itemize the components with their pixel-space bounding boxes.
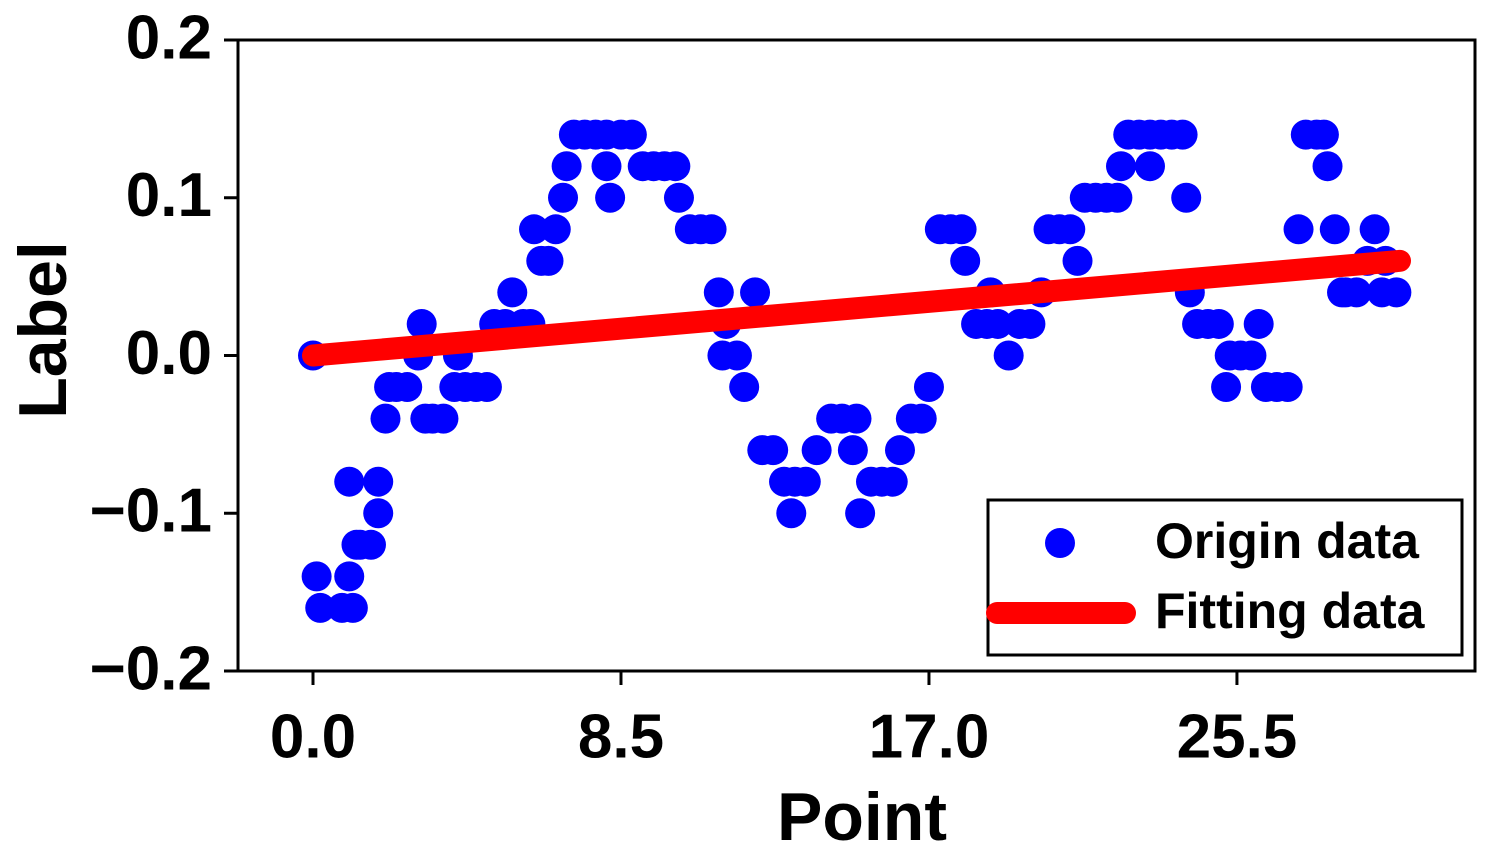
- data-point: [551, 151, 582, 182]
- data-point: [1283, 214, 1314, 245]
- data-point: [1171, 182, 1202, 213]
- data-point: [721, 340, 752, 371]
- y-tick-label: 0.2: [126, 3, 212, 72]
- data-point: [845, 498, 876, 529]
- data-point: [913, 372, 944, 403]
- data-point: [1134, 151, 1165, 182]
- legend-label: Origin data: [1155, 513, 1420, 569]
- data-point: [1055, 214, 1086, 245]
- data-point: [540, 214, 571, 245]
- data-point: [950, 245, 981, 276]
- data-point: [363, 466, 394, 497]
- y-tick-label: 0.0: [126, 319, 212, 388]
- x-tick-label: 25.5: [1177, 702, 1298, 771]
- data-point: [337, 592, 368, 623]
- data-point: [790, 466, 821, 497]
- x-tick-label: 17.0: [869, 702, 990, 771]
- data-point: [1312, 151, 1343, 182]
- data-point: [1102, 182, 1133, 213]
- x-tick-label: 0.0: [270, 702, 356, 771]
- data-point: [1062, 245, 1093, 276]
- data-point: [591, 151, 622, 182]
- data-point: [1243, 308, 1274, 339]
- data-point: [363, 498, 394, 529]
- data-point: [334, 466, 365, 497]
- data-point: [1319, 214, 1350, 245]
- y-tick-label: −0.1: [90, 477, 212, 546]
- data-point: [533, 245, 564, 276]
- data-point: [616, 119, 647, 150]
- data-point: [471, 372, 502, 403]
- data-point: [1203, 308, 1234, 339]
- data-point: [1211, 372, 1242, 403]
- data-point: [370, 403, 401, 434]
- data-point: [1308, 119, 1339, 150]
- data-point: [1106, 151, 1137, 182]
- data-point: [1167, 119, 1198, 150]
- data-point: [758, 435, 789, 466]
- data-point: [884, 435, 915, 466]
- data-point: [1341, 277, 1372, 308]
- legend-frame: [986, 498, 1464, 657]
- data-point: [729, 372, 760, 403]
- data-point: [841, 403, 872, 434]
- data-point: [1272, 372, 1303, 403]
- data-point: [392, 372, 423, 403]
- data-point: [301, 561, 332, 592]
- legend-marker: [1045, 528, 1075, 558]
- data-point: [548, 182, 579, 213]
- data-point: [837, 435, 868, 466]
- data-point: [946, 214, 977, 245]
- data-point: [428, 403, 459, 434]
- data-point: [1359, 214, 1390, 245]
- x-axis-title: Point: [777, 779, 947, 855]
- x-tick-label: 8.5: [578, 702, 664, 771]
- data-point: [696, 214, 727, 245]
- data-point: [1015, 308, 1046, 339]
- y-tick-label: −0.2: [90, 634, 212, 703]
- fit-line: [302, 249, 1411, 367]
- data-point: [703, 277, 734, 308]
- data-point: [906, 403, 937, 434]
- data-point: [334, 561, 365, 592]
- data-point: [776, 498, 807, 529]
- data-point: [801, 435, 832, 466]
- data-point: [982, 308, 1013, 339]
- y-tick-label: 0.1: [126, 161, 212, 230]
- data-point: [877, 466, 908, 497]
- data-point: [305, 592, 336, 623]
- data-point: [993, 340, 1024, 371]
- data-point: [1381, 277, 1412, 308]
- data-point: [1236, 340, 1267, 371]
- data-point: [497, 277, 528, 308]
- data-point: [595, 182, 626, 213]
- data-point: [660, 151, 691, 182]
- legend-label: Fitting data: [1155, 583, 1426, 639]
- data-point: [663, 182, 694, 213]
- data-point: [740, 277, 771, 308]
- data-point: [519, 214, 550, 245]
- y-axis-title: Label: [5, 241, 81, 419]
- data-point: [355, 529, 386, 560]
- data-point: [406, 308, 437, 339]
